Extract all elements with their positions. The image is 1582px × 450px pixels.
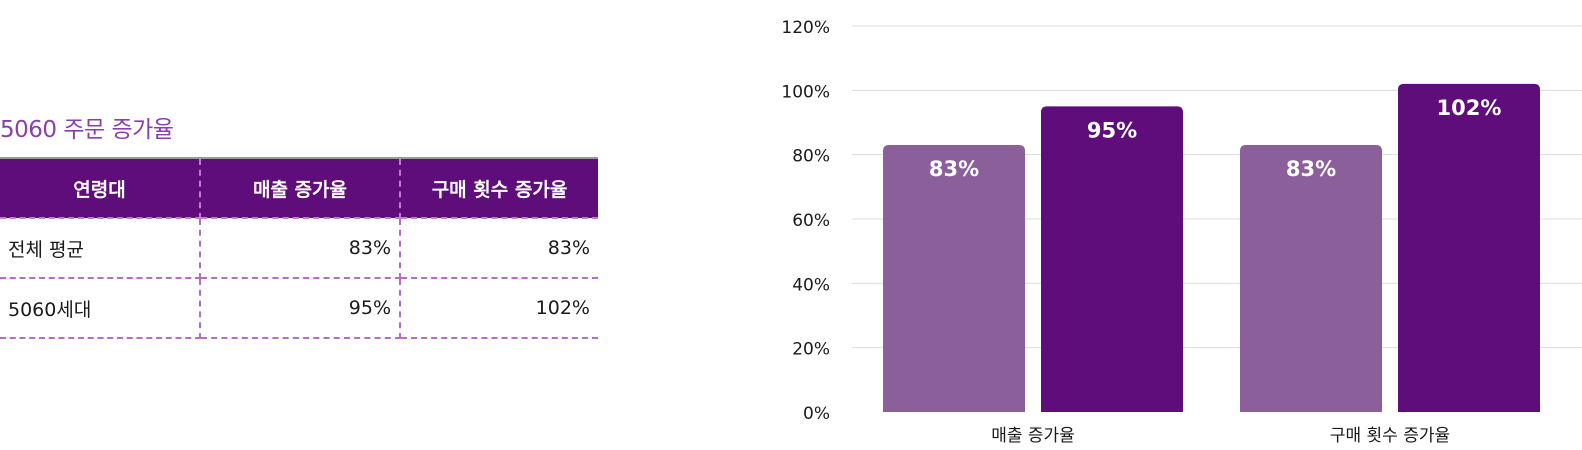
cell-sales-growth: 95% xyxy=(200,278,401,339)
table-row: 전체 평균 83% 83% xyxy=(0,218,598,279)
header-purchase-count-growth: 구매 횟수 증가율 xyxy=(400,157,598,219)
y-tick-label: 40% xyxy=(792,275,830,295)
y-tick-label: 100% xyxy=(781,82,830,102)
data-label: 83% xyxy=(1286,157,1336,181)
cell-age-group: 5060세대 xyxy=(0,278,201,339)
y-tick-label: 120% xyxy=(781,18,830,38)
table-row: 5060세대 95% 102% xyxy=(0,278,598,339)
y-tick-label: 0% xyxy=(803,404,830,424)
data-label: 95% xyxy=(1087,118,1137,142)
cell-purchase-count-growth: 83% xyxy=(400,218,598,279)
x-tick-label: 구매 횟수 증가율 xyxy=(1330,426,1450,446)
header-sales-growth: 매출 증가율 xyxy=(200,157,401,219)
cell-sales-growth: 83% xyxy=(200,218,401,279)
y-tick-label: 60% xyxy=(792,211,830,231)
cell-purchase-count-growth: 102% xyxy=(400,278,598,339)
bar xyxy=(1240,145,1382,412)
bar xyxy=(1041,106,1183,413)
data-table: 연령대 매출 증가율 구매 횟수 증가율 전체 평균 83% 83% 5060세… xyxy=(0,157,598,339)
cell-age-group: 전체 평균 xyxy=(0,218,201,279)
y-tick-label: 80% xyxy=(792,147,830,167)
y-tick-label: 20% xyxy=(792,340,830,360)
table-title: 5060 주문 증가율 xyxy=(0,117,174,143)
data-label: 102% xyxy=(1437,96,1502,120)
x-tick-label: 매출 증가율 xyxy=(991,426,1075,446)
bar xyxy=(883,145,1025,412)
header-age-group: 연령대 xyxy=(0,157,201,219)
bar xyxy=(1398,83,1540,413)
table-header-row: 연령대 매출 증가율 구매 횟수 증가율 xyxy=(0,157,598,219)
data-label: 83% xyxy=(929,157,979,181)
